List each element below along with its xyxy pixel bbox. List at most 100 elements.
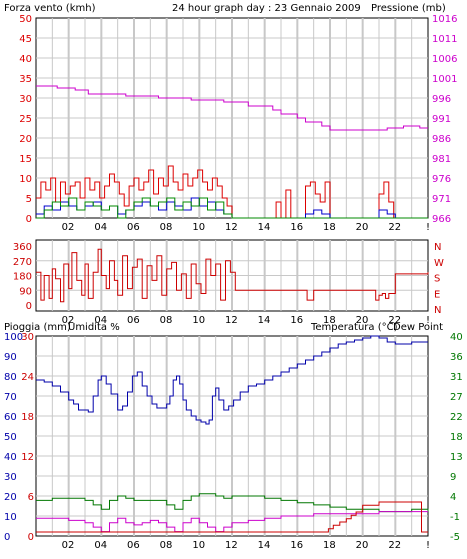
rain-axis-title: Pioggia (mm) xyxy=(4,322,71,333)
rain-tick-label: 12 xyxy=(21,452,34,463)
humidity-tick-label: 20 xyxy=(4,492,17,503)
pressure-tick-label: 986 xyxy=(432,134,451,145)
wind-tick-label: 0 xyxy=(26,214,32,225)
humidity-tick-label: 0 xyxy=(4,532,10,543)
direction-x-tick-label: 14 xyxy=(258,315,271,326)
rain-tick-label: 6 xyxy=(28,492,34,503)
direction-x-tick-label: 02 xyxy=(62,315,75,326)
pressure-axis-title: Pressione (mb) xyxy=(371,3,446,14)
series-line-pioggia-mm xyxy=(36,501,428,533)
humidity-x-tick-label: 10 xyxy=(192,540,205,551)
pressure-tick-label: 981 xyxy=(432,154,451,165)
wind-x-tick-label: 16 xyxy=(290,222,303,233)
humidity-x-tick-label: 22 xyxy=(388,540,401,551)
wind-x-tick-label: 02 xyxy=(62,222,75,233)
wind-x-tick-label: 10 xyxy=(192,222,205,233)
graph-title: 24 hour graph day : 23 Gennaio 2009 xyxy=(172,3,361,14)
direction-tick-label: 90 xyxy=(19,286,32,297)
direction-x-tick-label: ! xyxy=(426,315,430,326)
direction-tick-label: 180 xyxy=(13,272,32,283)
wind-axis-title: Forza vento (kmh) xyxy=(4,3,96,14)
wind-tick-label: 20 xyxy=(19,134,32,145)
compass-tick-label: N xyxy=(434,242,441,253)
compass-tick-label: S xyxy=(434,274,440,285)
direction-x-tick-label: 10 xyxy=(192,315,205,326)
direction-x-tick-label: 12 xyxy=(225,315,238,326)
temperature-tick-label: 36 xyxy=(450,352,463,363)
direction-x-tick-label: 22 xyxy=(388,315,401,326)
compass-tick-label: N xyxy=(434,305,441,316)
humidity-tick-label: 10 xyxy=(4,512,17,523)
wind-x-tick-label: 06 xyxy=(127,222,140,233)
humidity-tick-label: 30 xyxy=(4,472,17,483)
humidity-x-tick-label: 04 xyxy=(94,540,107,551)
humidity-tick-label: 100 xyxy=(4,332,23,343)
wind-tick-label: 40 xyxy=(19,54,32,65)
humidity-x-tick-label: 12 xyxy=(225,540,238,551)
pressure-tick-label: 976 xyxy=(432,174,451,185)
pressure-tick-label: 966 xyxy=(432,214,451,225)
rain-tick-label: 30 xyxy=(21,332,34,343)
wind-x-tick-label: ! xyxy=(426,222,430,233)
wind-x-tick-label: 08 xyxy=(160,222,173,233)
direction-tick-label: 360 xyxy=(13,242,32,253)
humidity-x-tick-label: ! xyxy=(426,540,430,551)
humidity-tick-label: 80 xyxy=(4,372,17,383)
humidity-x-tick-label: 08 xyxy=(160,540,173,551)
pressure-tick-label: 996 xyxy=(432,94,451,105)
humidity-tick-label: 60 xyxy=(4,412,17,423)
wind-tick-label: 50 xyxy=(19,14,32,25)
rain-tick-label: 0 xyxy=(28,532,34,543)
wind-tick-label: 45 xyxy=(19,34,32,45)
temperature-tick-label: 4 xyxy=(450,492,456,503)
wind-tick-label: 15 xyxy=(19,154,32,165)
wind-x-tick-label: 22 xyxy=(388,222,401,233)
rain-tick-label: 18 xyxy=(21,412,34,423)
wind-tick-label: 30 xyxy=(19,94,32,105)
temperature-tick-label: 40 xyxy=(450,332,463,343)
compass-tick-label: W xyxy=(434,258,444,269)
pressure-tick-label: 1001 xyxy=(432,74,457,85)
wind-x-tick-label: 20 xyxy=(356,222,369,233)
rain-tick-label: 24 xyxy=(21,372,34,383)
wind-tick-label: 5 xyxy=(26,194,32,205)
direction-x-tick-label: 06 xyxy=(127,315,140,326)
temperature-tick-label: 13 xyxy=(450,452,463,463)
wind-x-tick-label: 14 xyxy=(258,222,271,233)
direction-x-tick-label: 16 xyxy=(290,315,303,326)
temperature-tick-label: 22 xyxy=(450,412,463,423)
temperature-tick-label: 9 xyxy=(450,472,456,483)
direction-x-tick-label: 04 xyxy=(94,315,107,326)
humidity-tick-label: 90 xyxy=(4,352,17,363)
temperature-tick-label: -1 xyxy=(450,512,460,523)
humidity-tick-label: 50 xyxy=(4,432,17,443)
temperature-tick-label: -5 xyxy=(450,532,460,543)
direction-line xyxy=(36,248,429,303)
wind-tick-label: 35 xyxy=(19,74,32,85)
pressure-tick-label: 991 xyxy=(432,114,451,125)
series-line-wind-green xyxy=(36,197,428,219)
humidity-tick-label: 70 xyxy=(4,392,17,403)
temperature-tick-label: 27 xyxy=(450,392,463,403)
dewpoint-axis-title: Dew Point xyxy=(393,322,443,333)
pressure-tick-label: 1016 xyxy=(432,14,457,25)
wind-x-tick-label: 18 xyxy=(323,222,336,233)
wind-x-tick-label: 12 xyxy=(225,222,238,233)
humidity-axis-title: Umidita % xyxy=(68,322,120,333)
wind-x-tick-label: 04 xyxy=(94,222,107,233)
series-line-temperatura-c xyxy=(36,493,429,513)
direction-tick-label: 270 xyxy=(13,257,32,268)
temperature-axis-title: Temperatura (°C) xyxy=(310,322,398,333)
series-line-umidita xyxy=(36,335,428,425)
compass-tick-label: E xyxy=(434,289,440,300)
pressure-tick-label: 1006 xyxy=(432,54,457,65)
direction-tick-label: 0 xyxy=(26,301,32,312)
wind-tick-label: 25 xyxy=(19,114,32,125)
temperature-tick-label: 18 xyxy=(450,432,463,443)
wind-tick-label: 10 xyxy=(19,174,32,185)
humidity-tick-label: 40 xyxy=(4,452,17,463)
pressure-tick-label: 971 xyxy=(432,194,451,205)
humidity-x-tick-label: 20 xyxy=(356,540,369,551)
humidity-x-tick-label: 16 xyxy=(290,540,303,551)
